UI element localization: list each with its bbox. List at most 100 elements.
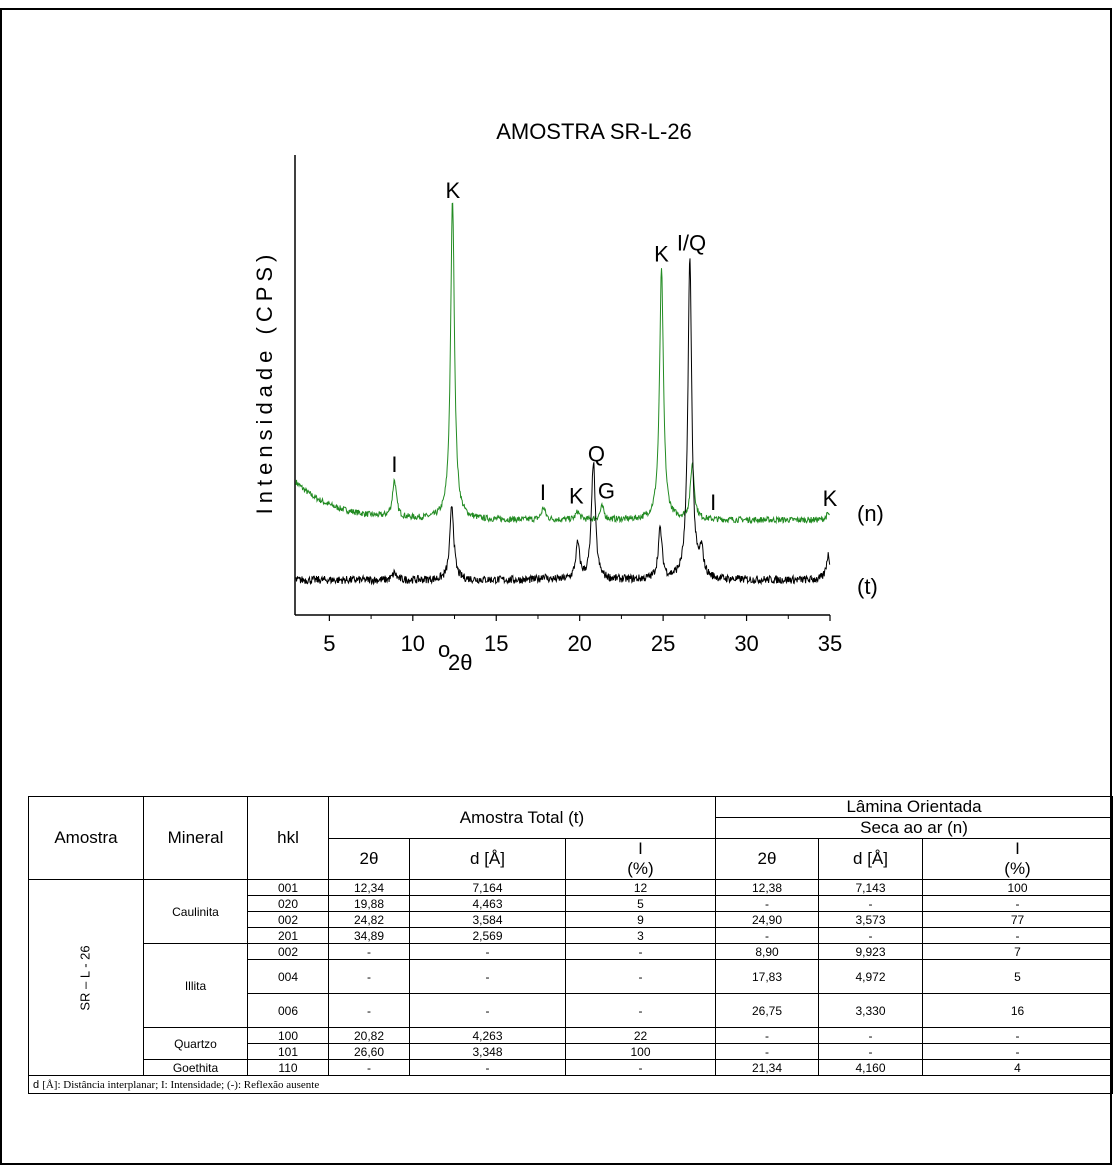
cell-t-i: 5 xyxy=(565,895,716,912)
peak-label: K xyxy=(654,242,669,267)
peak-label: I xyxy=(391,452,397,477)
peak-label: K xyxy=(823,486,838,511)
cell-hkl: 101 xyxy=(247,1043,329,1060)
cell-t-2theta: - xyxy=(328,1059,410,1076)
cell-t-2theta: 26,60 xyxy=(328,1043,410,1060)
x-axis-ticks: 5 10 15 20 25 30 35 xyxy=(323,615,842,656)
table-body: SR – L - 26 Caulinita 001 12,34 7,164 12 12,38… xyxy=(28,879,1114,1076)
peak-label: Q xyxy=(588,441,605,466)
cell-t-i: 9 xyxy=(565,911,716,928)
header-t-intensity-top: I xyxy=(638,839,643,858)
cell-n-d: - xyxy=(818,1043,923,1060)
cell-n-2theta: 26,75 xyxy=(715,993,819,1028)
footnote-text: [Å]: Distância interplanar; I: Intensida… xyxy=(42,1078,320,1091)
cell-hkl: 001 xyxy=(247,879,329,896)
mineral-cell: Goethita xyxy=(143,1059,248,1076)
cell-t-2theta: 34,89 xyxy=(328,927,410,944)
cell-n-i: - xyxy=(921,1043,1114,1060)
table-row: Illita 002- - -8,90 9,923 7 xyxy=(29,943,1114,1028)
header-n-intensity-bottom: (%) xyxy=(1004,859,1031,878)
y-axis-title: Intensidade (CPS) xyxy=(252,250,277,515)
traces xyxy=(295,202,831,586)
table-row: SR – L - 26 Caulinita 001 12,34 7,164 12 12,38… xyxy=(28,879,1114,1076)
x-tick-label: 20 xyxy=(567,631,591,656)
cell-n-i: 100 xyxy=(921,879,1114,896)
cell-n-i: 16 xyxy=(921,993,1114,1028)
header-t-d: d [Å] xyxy=(409,838,566,880)
diffraction-table: Amostra Mineral hkl Amostra Total (t) Lâ… xyxy=(27,796,1114,1094)
header-n-d: d [Å] xyxy=(818,838,923,880)
cell-t-2theta: 19,88 xyxy=(328,895,410,912)
xrd-chart: AMOSTRA SR-L-26 Intensidade (CPS) 5 10 15 2… xyxy=(252,119,884,675)
header-amostra: Amostra xyxy=(28,796,144,880)
cell-n-2theta: - xyxy=(715,1043,819,1060)
cell-n-d: 9,923 xyxy=(818,943,923,960)
table-row: Goethita 110- - -21,34 4,160 4 xyxy=(29,1059,1114,1076)
cell-t-i: - xyxy=(565,959,716,994)
cell-t-i: - xyxy=(565,943,716,960)
peak-label: K xyxy=(446,178,461,203)
cell-n-d: 4,160 xyxy=(818,1059,923,1076)
cell-n-i: 5 xyxy=(921,959,1114,994)
cell-hkl: 110 xyxy=(247,1059,329,1076)
mineral-cell: Quartzo xyxy=(143,1027,248,1060)
cell-n-d: 3,330 xyxy=(818,993,923,1028)
cell-n-2theta: 21,34 xyxy=(715,1059,819,1076)
cell-t-d: - xyxy=(409,1059,566,1076)
peak-label: K xyxy=(569,484,584,509)
cell-n-2theta: - xyxy=(715,1027,819,1044)
cell-t-d: 2,569 xyxy=(409,927,566,944)
trace-label-n: (n) xyxy=(857,501,884,526)
figure-frame xyxy=(0,8,1112,1165)
peak-label: I/Q xyxy=(677,231,706,256)
cell-t-2theta: 12,34 xyxy=(328,879,410,896)
cell-t-2theta: 20,82 xyxy=(328,1027,410,1044)
cell-t-d: 4,463 xyxy=(409,895,566,912)
cell-t-d: 7,164 xyxy=(409,879,566,896)
header-seca-ao-ar: Seca ao ar (n) xyxy=(714,817,1114,839)
peak-label: I xyxy=(710,490,716,515)
series-line-n xyxy=(295,202,830,525)
table-row: 004- - -17,83 4,972 5 xyxy=(29,959,1114,994)
cell-n-2theta: 24,90 xyxy=(715,911,819,928)
cell-n-2theta: - xyxy=(715,895,819,912)
cell-t-i: 22 xyxy=(565,1027,716,1044)
cell-t-2theta: - xyxy=(328,959,410,994)
sample-id: SR – L - 26 xyxy=(78,944,93,1011)
cell-t-d: 3,584 xyxy=(409,911,566,928)
cell-hkl: 201 xyxy=(247,927,329,944)
cell-t-2theta: - xyxy=(328,993,410,1028)
cell-t-2theta: 24,82 xyxy=(328,911,410,928)
x-axis-title-prefix: o xyxy=(438,637,450,662)
header-t-intensity: I (%) xyxy=(565,838,716,880)
cell-n-2theta: 17,83 xyxy=(715,959,819,994)
cell-hkl: 100 xyxy=(247,1027,329,1044)
cell-hkl: 004 xyxy=(247,959,329,994)
header-n-2theta: 2θ xyxy=(715,838,819,880)
header-mineral: Mineral xyxy=(143,796,248,880)
cell-hkl: 020 xyxy=(247,895,329,912)
header-t-intensity-bottom: (%) xyxy=(627,859,654,878)
cell-n-i: - xyxy=(921,1027,1114,1044)
header-hkl: hkl xyxy=(247,796,329,880)
cell-t-i: - xyxy=(565,1059,716,1076)
cell-n-i: 77 xyxy=(921,911,1114,928)
cell-n-d: 7,143 xyxy=(818,879,923,896)
cell-t-d: - xyxy=(409,993,566,1028)
cell-t-d: 3,348 xyxy=(409,1043,566,1060)
header-t-2theta: 2θ xyxy=(328,838,410,880)
cell-n-i: - xyxy=(921,927,1114,944)
x-tick-label: 30 xyxy=(734,631,758,656)
cell-t-i: 3 xyxy=(565,927,716,944)
x-tick-label: 10 xyxy=(401,631,425,656)
header-n-intensity-top: I xyxy=(1015,839,1020,858)
cell-t-d: - xyxy=(409,943,566,960)
cell-n-2theta: 8,90 xyxy=(715,943,819,960)
cell-t-d: - xyxy=(409,959,566,994)
sample-id-cell: SR – L - 26 xyxy=(28,879,144,1076)
cell-n-i: 4 xyxy=(921,1059,1114,1076)
table-row: 006- - -26,75 3,330 16 xyxy=(29,993,1114,1028)
footnote-d: d xyxy=(33,1078,43,1091)
cell-hkl: 002 xyxy=(247,943,329,960)
